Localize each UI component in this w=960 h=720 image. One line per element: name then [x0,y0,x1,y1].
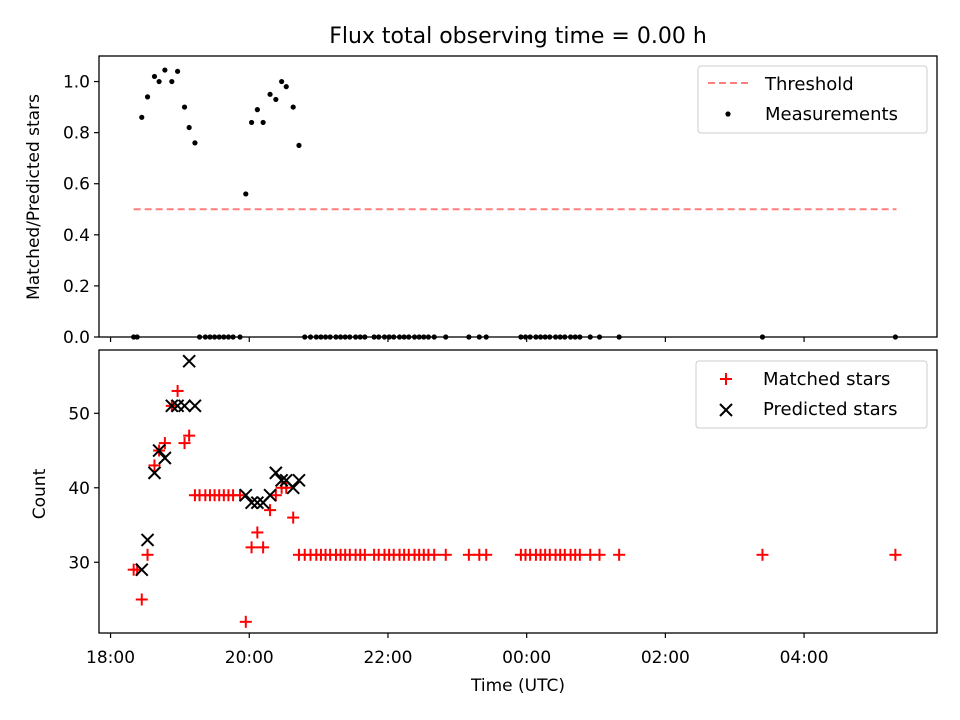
predicted-stars-point [158,451,172,465]
matched-stars-point [251,526,264,539]
predicted-stars-point [152,443,166,458]
predicted-stars-point [177,399,192,413]
matched-stars-point [264,504,277,517]
bottom-y-axis-label: Count [30,468,50,519]
measurement-point [192,140,198,146]
matched-stars-point [257,541,270,554]
matched-stars-point [148,459,161,472]
bottom-x-tick-label: 22:00 [363,648,412,668]
predicted-stars-point [239,488,253,502]
measurement-point [174,68,181,74]
measurement-point [162,67,168,73]
matched-stars-point [889,548,902,561]
matched-stars-point [593,548,606,561]
bottom-y-tick-label: 40 [68,479,90,499]
bottom-x-axis-label: Time (UTC) [470,676,565,696]
matched-stars-point [287,511,300,524]
measurement-point [151,73,158,80]
matched-stars-point [480,548,493,561]
predicted-stars-point [244,495,259,510]
bottom-legend-box [695,360,928,429]
predicted-stars-point [135,562,149,577]
predicted-stars-point [188,399,202,413]
measurement-point [283,84,289,90]
legend-matched-swatch [720,373,732,385]
measurement-point [156,78,162,85]
top-y-tick-label: 0.4 [63,226,90,246]
matched-stars-point [245,541,258,554]
matched-stars-point [158,437,171,450]
bottom-plot: 30 40 50 18:00 20:00 22:00 00:00 02:00 04:00 Cou… [30,349,938,696]
matched-stars-point [141,548,154,561]
matched-stars-point [439,548,452,561]
predicted-stars-point [292,473,306,488]
top-y-tick-label: 0.8 [63,124,90,144]
predicted-stars-point [147,466,162,480]
bottom-legend: Matched stars Predicted stars [695,360,928,429]
predicted-stars-point [286,481,300,495]
matched-stars-point [183,429,196,442]
matched-stars-point [269,489,282,502]
predicted-stars-point [140,533,155,547]
matched-stars-point [462,548,475,561]
measurement-point [290,104,296,110]
top-y-tick-label: 1.0 [63,73,90,93]
matched-stars-point [171,384,184,397]
measurement-point [169,78,175,85]
matched-stars-point [613,548,626,561]
matched-stars-point [756,548,769,561]
top-plot-frame [98,55,938,338]
top-y-tick-label: 0.0 [63,328,90,348]
top-chart-title: Flux total observing time = 0.00 h [329,24,707,49]
bottom-plot-frame [98,349,938,634]
measurement-point [186,124,192,131]
top-legend-box [697,65,928,134]
matched-stars-point [428,548,441,561]
top-legend: Threshold Measurements [697,65,928,134]
bottom-x-tick-label: 04:00 [780,648,829,668]
predicted-stars-point [263,488,277,502]
measurement-point [279,78,285,85]
measurement-point [296,142,302,149]
measurement-point [267,91,273,97]
measurement-point [139,114,145,120]
measurement-point [273,96,279,103]
predicted-stars-point [250,495,265,510]
legend-measurements-label: Measurements [765,104,898,125]
top-y-axis-label: Matched/Predicted stars [24,94,44,300]
bottom-y-tick-label: 30 [68,553,90,573]
top-y-tick-label: 0.6 [63,175,90,195]
matched-stars-point [234,489,247,502]
bottom-y-tick-label: 50 [68,404,90,424]
legend-matched-label: Matched stars [763,369,890,390]
bottom-x-tick-label: 18:00 [86,648,135,668]
top-y-tick-label: 0.2 [63,277,90,297]
predicted-stars-point [269,466,283,480]
measurement-point [243,191,249,197]
matched-stars-point [178,437,191,450]
measurement-point [254,107,260,113]
legend-measurements-swatch [725,111,731,117]
measurement-point [181,104,188,110]
predicted-stars-point [182,354,196,368]
top-plot: 0.0 0.2 0.4 0.6 0.8 1.0 Matched/Predicted sta… [24,55,938,348]
measurement-point [248,119,255,126]
matched-stars-point [135,593,148,606]
legend-threshold-label: Threshold [764,74,854,95]
measurement-point [144,94,151,100]
predicted-stars-point [165,399,179,413]
bottom-x-tick-label: 00:00 [502,648,551,668]
measurement-point [260,119,266,126]
predicted-stars-point [274,473,289,488]
legend-predicted-label: Predicted stars [763,399,897,420]
legend-predicted-swatch [719,403,733,417]
matched-stars-point [573,548,586,561]
bottom-x-tick-label: 20:00 [225,648,274,668]
bottom-x-tick-label: 02:00 [641,648,690,668]
matched-stars-point [239,615,252,628]
